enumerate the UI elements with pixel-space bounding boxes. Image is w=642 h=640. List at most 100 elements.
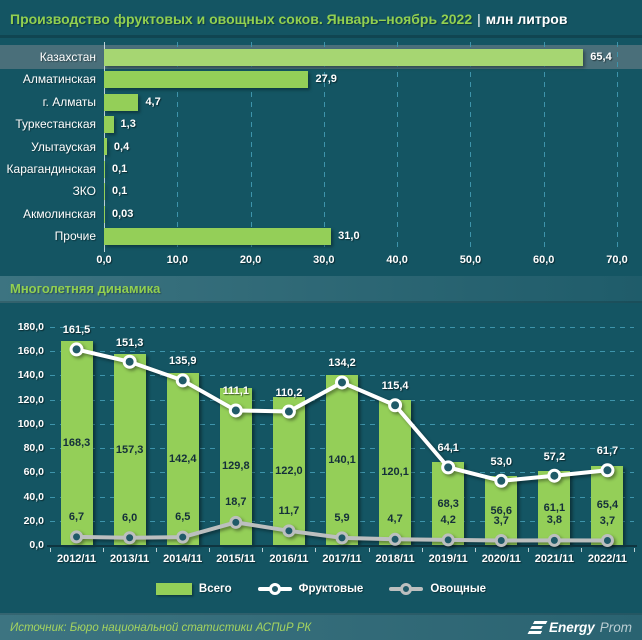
y-tick-label: 160,0	[17, 345, 44, 358]
category-label: г. Алматы	[42, 94, 96, 109]
series-marker	[123, 531, 137, 545]
series-marker	[175, 373, 190, 388]
section-title: Многолетняя динамика	[10, 281, 161, 296]
x-tick-label: 2012/11	[56, 553, 97, 565]
x-tick-label: 70,0	[606, 253, 628, 266]
legend-fruit-line-icon	[257, 582, 292, 595]
y-tick-label: 20,0	[23, 514, 44, 527]
x-tick-label: 2017/11	[322, 553, 362, 565]
bar-value-label: 31,0	[338, 230, 360, 243]
grid-line	[250, 42, 252, 252]
fruit-value-label: 115,4	[381, 380, 409, 393]
bar-value-label: 142,4	[168, 452, 197, 465]
legend-item-fruit: Фруктовые	[257, 582, 363, 595]
bar-value-label: 61,1	[543, 502, 566, 514]
energyprom-logo: Energy Prom	[527, 620, 632, 635]
bar	[104, 115, 114, 133]
x-tick-label: 50,0	[459, 253, 482, 266]
y-tick-label: 180,0	[17, 321, 44, 333]
bar-value-label: 1,3	[120, 118, 136, 131]
fruit-value-label: 151,3	[115, 336, 144, 349]
series-marker	[600, 534, 614, 548]
grid-line	[397, 42, 399, 252]
bar	[104, 183, 105, 201]
legend-label-total: Всего	[198, 582, 232, 595]
grid-line	[50, 351, 634, 353]
x-axis-tick	[474, 548, 476, 552]
x-tick-label: 2018/11	[375, 553, 415, 565]
bar	[166, 372, 199, 545]
series-marker	[441, 460, 456, 475]
grid-line	[50, 327, 634, 328]
category-label: Карагандинская	[6, 162, 96, 176]
bar-value-label: 168,3	[62, 437, 91, 450]
series-marker	[335, 531, 349, 545]
legend: Всего Фруктовые Овощные	[0, 582, 642, 595]
bar-value-label: 0,1	[112, 185, 128, 198]
series-marker	[228, 403, 243, 418]
fruit-value-label: 61,7	[596, 445, 619, 458]
grid-line	[543, 42, 545, 252]
y-tick-label: 140,0	[17, 369, 44, 382]
veg-value-label: 4,7	[387, 513, 403, 526]
bar	[60, 341, 93, 545]
bar	[272, 397, 305, 545]
regional-bar-chart: Казахстан 65,4 Алматинская 27,9 г. Алматы 4,7…	[0, 42, 642, 274]
veg-value-label: 3,8	[546, 514, 563, 527]
category-label: Туркестанская	[15, 117, 96, 132]
x-tick-label: 2014/11	[163, 553, 203, 565]
veg-value-label: 6,0	[121, 511, 138, 524]
fruit-value-label: 161,5	[62, 324, 91, 337]
bar-value-label: 129,8	[222, 460, 250, 473]
bar	[104, 138, 107, 156]
bar-value-label: 157,3	[115, 443, 144, 456]
y-tick-label: 80,0	[23, 442, 44, 455]
bar	[104, 205, 105, 223]
bar-value-label: 56,6	[490, 504, 512, 517]
x-tick-label: 10,0	[166, 253, 188, 266]
x-tick-label: 2015/11	[216, 553, 256, 565]
bar	[113, 354, 146, 545]
category-label: Казахстан	[39, 50, 96, 64]
grid-line	[177, 42, 179, 252]
category-label: Алматинская	[22, 72, 96, 87]
fruit-value-label: 64,1	[437, 442, 459, 455]
x-axis-line	[47, 545, 637, 547]
x-axis-tick	[315, 548, 317, 552]
veg-value-label: 6,7	[68, 510, 85, 523]
veg-value-label: 3,7	[599, 514, 616, 527]
series-marker	[70, 530, 84, 544]
x-axis-tick	[580, 548, 582, 552]
bar-value-label: 122,0	[275, 465, 303, 478]
line-series	[69, 342, 615, 548]
series-marker	[547, 468, 562, 483]
x-axis-tick	[156, 548, 158, 552]
x-tick-label: 2022/11	[587, 553, 628, 565]
series-marker	[69, 342, 84, 357]
series-marker	[122, 354, 137, 369]
grid-line	[470, 42, 472, 252]
legend-item-total: Всего	[155, 582, 232, 595]
x-tick-label: 2021/11	[534, 553, 574, 565]
y-tick-label: 0,0	[29, 539, 44, 551]
legend-veg-line-icon	[389, 582, 424, 595]
veg-value-label: 3,7	[493, 514, 509, 527]
bar-value-label: 0,4	[113, 140, 130, 153]
bar	[104, 93, 139, 111]
page-footer: Источник: Бюро национальной статистики А…	[0, 613, 642, 640]
bar	[379, 399, 412, 545]
series-marker	[441, 533, 455, 547]
bar-value-label: 140,1	[328, 454, 356, 467]
legend-label-veg: Овощные	[430, 582, 487, 595]
y-tick-label: 120,0	[17, 393, 44, 406]
y-tick-label: 60,0	[23, 466, 44, 479]
veg-value-label: 18,7	[225, 496, 247, 509]
series-marker	[547, 533, 561, 547]
page-title: Производство фруктовых и овощных соков. …	[10, 11, 473, 27]
fruit-value-label: 134,2	[328, 357, 356, 370]
series-marker	[281, 404, 296, 419]
category-label: ЗКО	[72, 184, 96, 199]
bar	[432, 462, 465, 545]
grid-line	[617, 42, 618, 252]
